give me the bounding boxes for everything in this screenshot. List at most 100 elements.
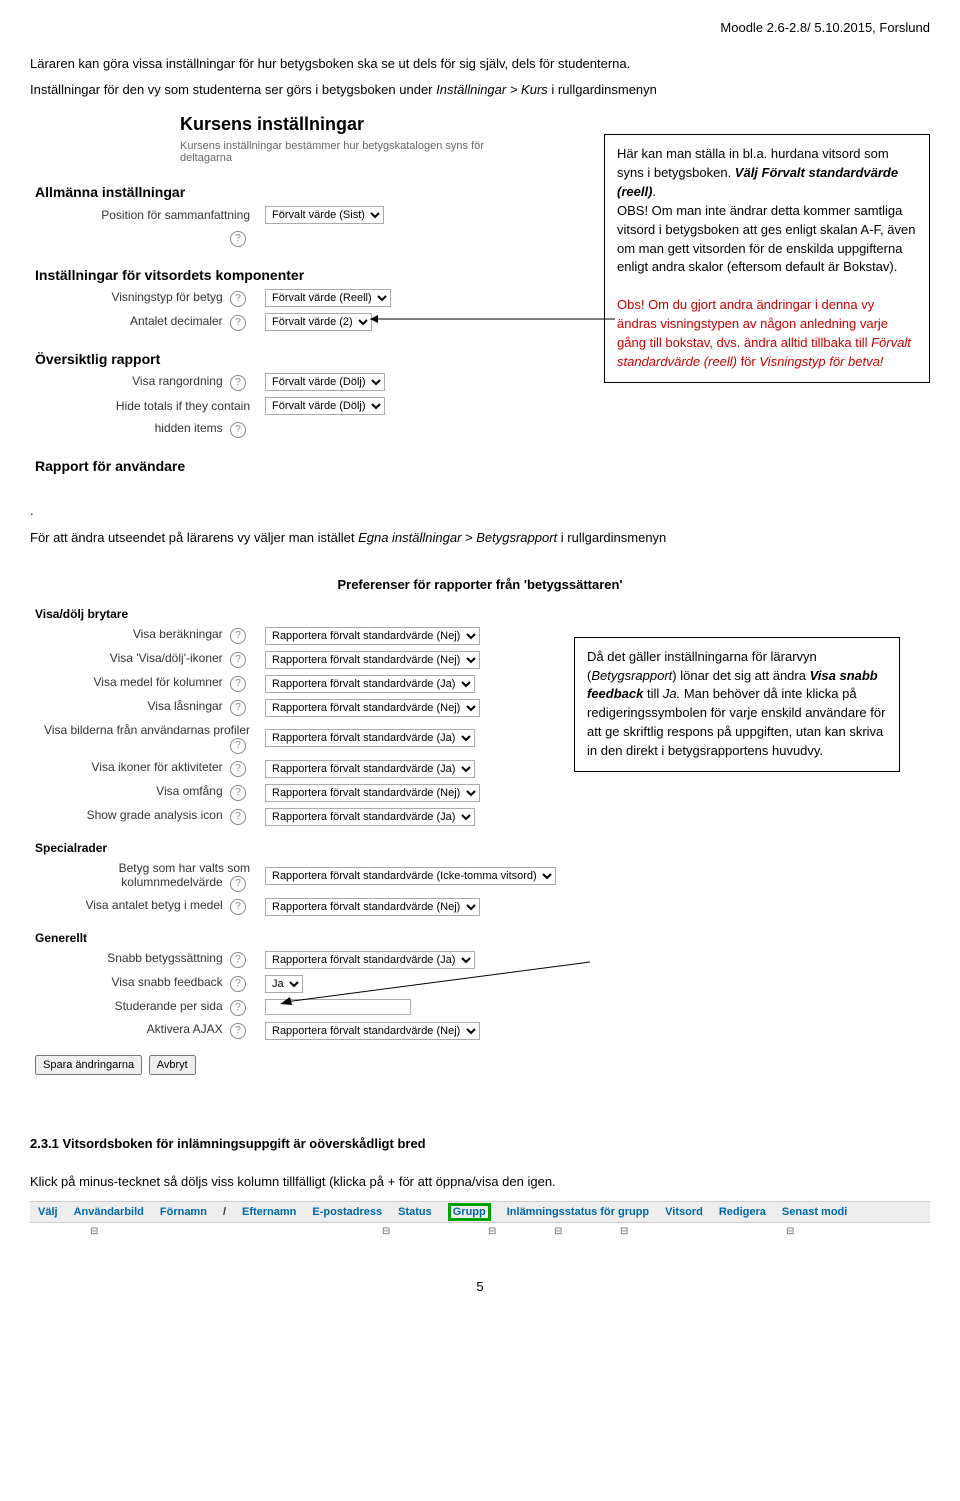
kurs-title: Kursens inställningar [180, 114, 930, 135]
col-inlamning[interactable]: Inlämningsstatus för grupp [499, 1202, 657, 1222]
setting-label: Show grade analysis icon ? [30, 808, 265, 825]
col-efternamn[interactable]: Efternamn [234, 1202, 304, 1222]
setting-select[interactable]: Rapportera förvalt standardvärde (Ja) [265, 675, 475, 693]
help-icon[interactable]: ? [230, 628, 246, 644]
antal-select[interactable]: Förvalt värde (2) [265, 313, 372, 331]
help-icon[interactable]: ? [230, 700, 246, 716]
form-row: Betyg som har valts som kolumnmedelvärde… [30, 861, 930, 892]
form-row: Visa snabb feedback ?Ja [30, 975, 930, 993]
setting-label: Visa låsningar ? [30, 699, 265, 716]
setting-select[interactable]: Rapportera förvalt standardvärde (Ja) [265, 760, 475, 778]
setting-select[interactable]: Rapportera förvalt standardvärde (Ja) [265, 808, 475, 826]
minus-icon[interactable]: ⊟ [90, 1226, 98, 1237]
intro2-italic: Inställningar > Kurs [436, 82, 548, 97]
setting-select[interactable]: Rapportera förvalt standardvärde (Nej) [265, 651, 480, 669]
help-icon[interactable]: ? [230, 785, 246, 801]
setting-select[interactable]: Rapportera förvalt standardvärde (Ja) [265, 729, 475, 747]
help-icon[interactable]: ? [230, 375, 246, 391]
g2-heading: Specialrader [35, 841, 930, 855]
minus-icon[interactable]: ⊟ [620, 1226, 628, 1237]
setting-select[interactable]: Rapportera förvalt standardvärde (Icke-t… [265, 867, 556, 885]
setting-select[interactable]: Rapportera förvalt standardvärde (Nej) [265, 1022, 480, 1040]
help-icon[interactable]: ? [230, 899, 246, 915]
c1-red: Obs! Om du gjort andra ändringar i denna… [617, 297, 911, 369]
setting-label: Betyg som har valts som kolumnmedelvärde… [30, 861, 265, 892]
help-icon[interactable]: ? [230, 809, 246, 825]
setting-label: Studerande per sida ? [30, 999, 265, 1016]
setting-select[interactable]: Rapportera förvalt standardvärde (Ja) [265, 951, 475, 969]
intro-text-1: Läraren kan göra vissa inställningar för… [30, 55, 930, 73]
setting-label: Visa bilderna från användarnas profiler … [30, 723, 265, 754]
rapport-heading: Rapport för användare [35, 458, 930, 474]
col-vitsord[interactable]: Vitsord [657, 1202, 711, 1222]
help-icon[interactable]: ? [230, 315, 246, 331]
intro2-pre: Inställningar för den vy som studenterna… [30, 82, 436, 97]
setting-label: Snabb betygssättning ? [30, 951, 265, 968]
form-row: Show grade analysis icon ?Rapportera för… [30, 808, 930, 826]
minus-icon[interactable]: ⊟ [554, 1226, 562, 1237]
help-icon[interactable]: ? [230, 1000, 246, 1016]
help-icon[interactable]: ? [230, 652, 246, 668]
help-icon[interactable]: ? [230, 676, 246, 692]
sec3-text: Klick på minus-tecknet så döljs viss kol… [30, 1173, 930, 1191]
help-icon[interactable]: ? [230, 876, 246, 892]
help-icon[interactable]: ? [230, 422, 246, 438]
hide-totals-select[interactable]: Förvalt värde (Dölj) [265, 397, 385, 415]
form-row: Snabb betygssättning ?Rapportera förvalt… [30, 951, 930, 969]
col-valj[interactable]: Välj [30, 1202, 66, 1222]
setting-select[interactable]: Rapportera förvalt standardvärde (Nej) [265, 627, 480, 645]
table-header: Välj Användarbild Förnamn / Efternamn E-… [30, 1201, 930, 1223]
setting-select[interactable]: Ja [265, 975, 303, 993]
form-row: Visa omfång ?Rapportera förvalt standard… [30, 784, 930, 802]
visa-rang-label: Visa rangordning [132, 374, 223, 388]
col-grupp[interactable]: Grupp [440, 1202, 499, 1222]
minus-icon[interactable]: ⊟ [382, 1226, 390, 1237]
setting-select[interactable]: Rapportera förvalt standardvärde (Nej) [265, 898, 480, 916]
help-icon[interactable]: ? [230, 761, 246, 777]
col-fornamn[interactable]: Förnamn [152, 1202, 215, 1222]
help-icon[interactable]: ? [230, 976, 246, 992]
table-subrow: ⊟ ⊟ ⊟ ⊟ ⊟ ⊟ [30, 1223, 930, 1239]
antal-label: Antalet decimaler [130, 314, 223, 328]
callout-1: Här kan man ställa in bl.a. hurdana vits… [604, 134, 930, 382]
col-senast[interactable]: Senast modi [774, 1202, 855, 1222]
setting-label: Visa omfång ? [30, 784, 265, 801]
setting-select[interactable]: Rapportera förvalt standardvärde (Nej) [265, 784, 480, 802]
help-icon[interactable]: ? [230, 231, 246, 247]
help-icon[interactable]: ? [230, 952, 246, 968]
setting-select[interactable]: Rapportera förvalt standardvärde (Nej) [265, 699, 480, 717]
page-number: 5 [30, 1279, 930, 1294]
setting-label: Visa medel för kolumner ? [30, 675, 265, 692]
hide-totals-label: Hide totals if they contain [116, 399, 250, 413]
help-icon[interactable]: ? [230, 1023, 246, 1039]
setting-label: Visa antalet betyg i medel ? [30, 898, 265, 915]
pos-select[interactable]: Förvalt värde (Sist) [265, 206, 384, 224]
setting-label: Aktivera AJAX ? [30, 1022, 265, 1039]
doc-header: Moodle 2.6-2.8/ 5.10.2015, Forslund [30, 20, 930, 35]
cancel-button[interactable]: Avbryt [149, 1055, 196, 1075]
visningstyp-label: Visningstyp för betyg [111, 290, 222, 304]
c1-l2: OBS! Om man inte ändrar detta kommer sam… [617, 203, 915, 275]
help-icon[interactable]: ? [230, 291, 246, 307]
col-anvandarbild[interactable]: Användarbild [66, 1202, 152, 1222]
callout-2: Då det gäller inställningarna för lärarv… [574, 637, 900, 772]
setting-label: Visa snabb feedback ? [30, 975, 265, 992]
col-status[interactable]: Status [390, 1202, 440, 1222]
help-icon[interactable]: ? [230, 738, 246, 754]
pref-heading: Preferenser för rapporter från 'betygssä… [30, 577, 930, 592]
minus-icon[interactable]: ⊟ [488, 1226, 496, 1237]
sec3-heading: 2.3.1 Vitsordsboken för inlämningsuppgif… [30, 1135, 930, 1153]
g1-heading: Visa/dölj brytare [35, 607, 930, 621]
visa-rang-select[interactable]: Förvalt värde (Dölj) [265, 373, 385, 391]
visningstyp-select[interactable]: Förvalt värde (Reell) [265, 289, 391, 307]
students-per-page-input[interactable] [265, 999, 411, 1015]
col-epost[interactable]: E-postadress [304, 1202, 390, 1222]
minus-icon[interactable]: ⊟ [786, 1226, 794, 1237]
intro-text-2: Inställningar för den vy som studenterna… [30, 81, 930, 99]
intro2-post: i rullgardinsmenyn [548, 82, 657, 97]
save-button[interactable]: Spara ändringarna [35, 1055, 142, 1075]
col-redigera[interactable]: Redigera [711, 1202, 774, 1222]
setting-label: Visa 'Visa/dölj'-ikoner ? [30, 651, 265, 668]
hidden-items-label: hidden items [155, 421, 223, 435]
kurs-desc: Kursens inställningar bestämmer hur bety… [180, 140, 500, 164]
